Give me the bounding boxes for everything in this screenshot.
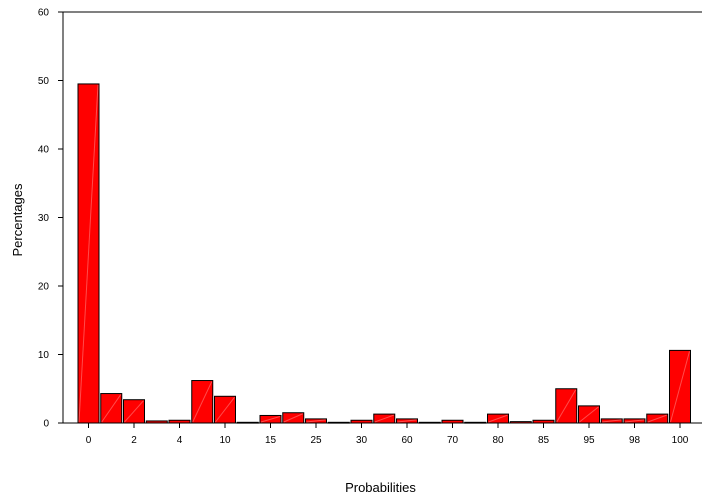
bar [305, 418, 327, 424]
x-axis-title: Probabilities [345, 480, 416, 495]
bar [191, 380, 214, 424]
y-tick-label: 20 [38, 282, 50, 293]
bar-group [669, 349, 691, 424]
x-tick-label: 95 [583, 435, 595, 446]
bar-group [373, 413, 396, 424]
bar-group [305, 418, 327, 424]
bar [282, 412, 305, 424]
y-tick-label: 30 [38, 213, 50, 224]
x-tick-label: 2 [131, 435, 137, 446]
y-tick-label: 60 [38, 8, 50, 19]
bar-group [214, 395, 236, 424]
bar [77, 83, 100, 424]
bar [100, 393, 123, 424]
bar-group [282, 412, 305, 424]
bar-group [123, 399, 145, 424]
bar-group [487, 413, 509, 424]
bar [373, 413, 396, 424]
bar-group [578, 405, 600, 424]
x-tick-label: 60 [401, 435, 413, 446]
bar [600, 418, 623, 424]
bars-layer [77, 83, 691, 424]
y-axis-title: Percentages [10, 183, 25, 256]
x-tick-label: 15 [265, 435, 277, 446]
bar-group [623, 418, 646, 424]
bar-group [100, 393, 123, 424]
bar [646, 413, 669, 424]
x-ticks: 0 2 4 10 15 25 30 60 70 80 85 95 98 100 [86, 423, 689, 446]
x-tick-label: 30 [356, 435, 368, 446]
x-tick-label: 100 [672, 435, 689, 446]
x-tick-label: 98 [629, 435, 641, 446]
bar-group [77, 83, 100, 424]
bar [555, 388, 578, 424]
bar [669, 349, 691, 424]
x-tick-label: 85 [538, 435, 550, 446]
x-tick-label: 0 [86, 435, 92, 446]
bar [487, 413, 509, 424]
bar-group [191, 380, 214, 424]
bar-group [646, 413, 669, 424]
y-ticks: 0 10 20 30 40 50 60 [38, 8, 63, 430]
y-tick-label: 40 [38, 145, 50, 156]
bar [123, 399, 145, 424]
axes-layer [62, 11, 702, 424]
x-tick-label: 70 [447, 435, 459, 446]
bar [396, 418, 418, 424]
y-tick-label: 50 [38, 76, 50, 87]
bar-group [259, 414, 282, 424]
bar [259, 414, 282, 424]
y-tick-label: 0 [43, 419, 49, 430]
bar [214, 395, 236, 424]
x-tick-label: 4 [177, 435, 183, 446]
y-tick-label: 10 [38, 350, 50, 361]
bar [623, 418, 646, 424]
bar-group [600, 418, 623, 424]
bar-group [396, 418, 418, 424]
bar [578, 405, 600, 424]
x-tick-label: 10 [219, 435, 231, 446]
bar-group [555, 388, 578, 424]
x-tick-label: 80 [492, 435, 504, 446]
x-tick-label: 25 [310, 435, 322, 446]
